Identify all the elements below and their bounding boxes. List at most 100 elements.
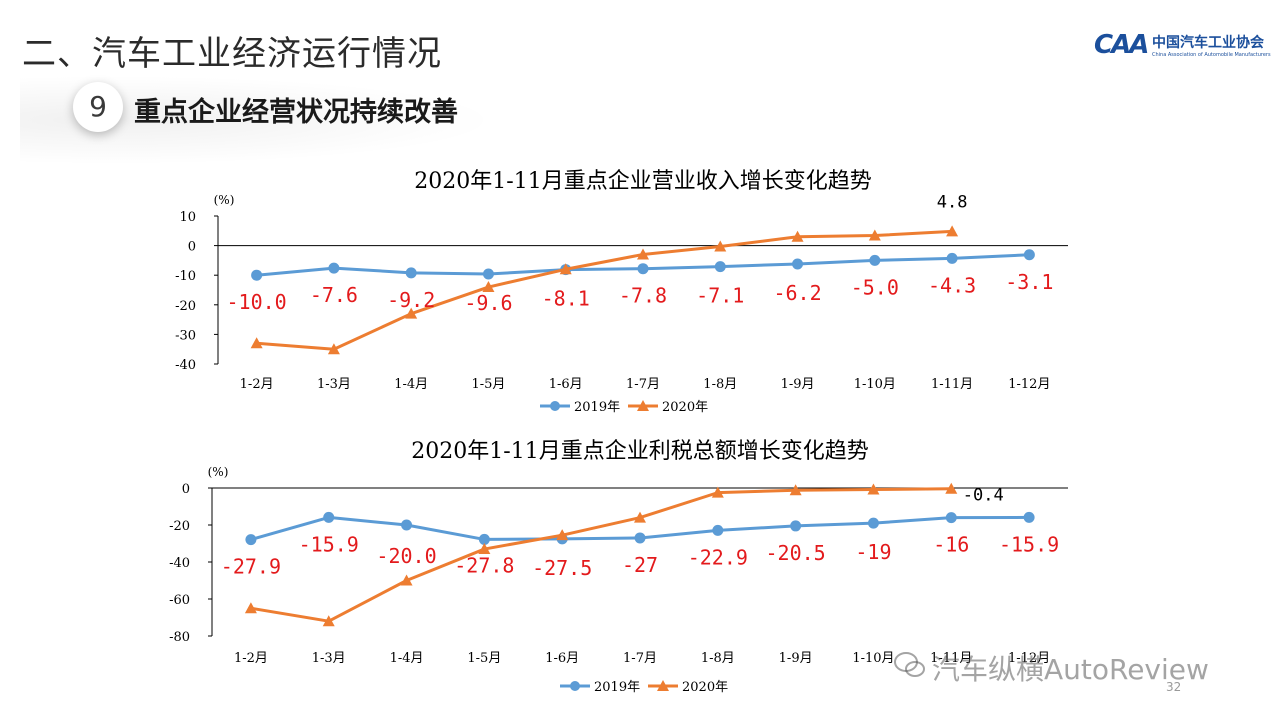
x-tick-label: 1-4月 [390, 651, 424, 666]
data-label-2019: -19 [855, 540, 891, 564]
y-tick-label: -30 [175, 328, 196, 343]
data-label-2019: -20.5 [766, 541, 826, 565]
x-tick-label: 1-8月 [701, 651, 735, 666]
data-point-2019 [1023, 249, 1035, 261]
data-label-2019: -15.9 [999, 532, 1059, 556]
data-label-2019: -20.0 [376, 544, 436, 568]
x-tick-label: 1-3月 [312, 651, 346, 666]
data-label-2019: -27.9 [221, 555, 281, 579]
x-tick-label: 1-12月 [1008, 377, 1050, 392]
data-label-2020: -0.4 [963, 486, 1004, 506]
data-point-2019 [401, 519, 413, 531]
y-tick-label: -40 [175, 358, 196, 373]
data-point-2019 [323, 511, 335, 523]
y-tick-label: -20 [169, 519, 190, 534]
data-point-2019 [637, 263, 649, 275]
wechat-icon [894, 652, 925, 677]
logo-english-name: China Association of Automobile Manufact… [1152, 52, 1271, 58]
x-tick-label: 1-2月 [240, 377, 274, 392]
data-point-2020 [789, 484, 802, 496]
data-point-2019 [634, 532, 646, 544]
data-label-2019: -4.3 [928, 273, 976, 297]
x-tick-label: 1-6月 [545, 651, 579, 666]
legend-label-2020: 2020年 [682, 680, 728, 695]
data-point-2020 [634, 511, 646, 523]
logo-mark: CAA [1094, 30, 1149, 60]
data-point-2019 [478, 533, 490, 545]
data-point-2019 [946, 252, 958, 264]
y-axis-label: (%) [214, 193, 235, 207]
watermark-text: 汽车纵横AutoReview [932, 653, 1209, 686]
legend-label-2019: 2019年 [594, 680, 640, 695]
data-point-2020 [250, 337, 263, 349]
y-tick-label: 10 [179, 210, 196, 225]
legend-label-2019: 2019年 [574, 400, 620, 415]
data-point-2020 [556, 529, 569, 541]
x-tick-label: 1-10月 [852, 651, 894, 666]
data-point-2020 [868, 229, 881, 241]
data-label-2019: -3.1 [1005, 270, 1053, 294]
data-label-2019: -27.5 [532, 556, 592, 580]
legend-marker-2020 [637, 400, 649, 411]
x-tick-label: 1-10月 [854, 377, 896, 392]
section-title: 二、汽车工业经济运行情况 [22, 34, 442, 74]
x-tick-label: 1-2月 [234, 651, 268, 666]
legend-marker-2020 [657, 680, 669, 691]
x-tick-label: 1-8月 [703, 377, 737, 392]
data-point-2019 [1023, 511, 1035, 523]
data-label-2019: -7.8 [619, 284, 667, 308]
y-tick-label: -40 [169, 556, 190, 571]
x-tick-label: 1-7月 [623, 651, 657, 666]
data-point-2019 [405, 267, 417, 279]
data-point-2019 [482, 268, 494, 280]
x-tick-label: 1-9月 [781, 377, 815, 392]
data-point-2020 [867, 483, 880, 495]
data-point-2019 [245, 534, 257, 546]
data-label-2020: 4.8 [937, 192, 968, 212]
data-point-2020 [637, 248, 649, 260]
data-label-2019: -8.1 [542, 287, 590, 311]
data-point-2019 [714, 261, 726, 273]
x-tick-label: 1-7月 [626, 377, 660, 392]
data-label-2019: -15.9 [299, 532, 359, 556]
item-number-badge: 9 [73, 82, 123, 132]
data-label-2019: -9.2 [387, 288, 435, 312]
y-tick-label: -60 [169, 593, 190, 608]
data-point-2020 [946, 225, 959, 237]
y-tick-label: -20 [175, 299, 196, 314]
data-point-2020 [322, 615, 335, 627]
x-tick-label: 1-6月 [549, 377, 583, 392]
chart-title: 2020年1-11月重点企业利税总额增长变化趋势 [411, 439, 868, 464]
data-point-2019 [251, 269, 263, 281]
data-label-2019: -6.2 [773, 281, 821, 305]
data-point-2020 [559, 263, 572, 275]
data-label-2019: -7.6 [310, 283, 358, 307]
x-tick-label: 1-9月 [779, 651, 813, 666]
x-tick-label: 1-12月 [1008, 651, 1050, 666]
data-label-2019: -27 [622, 553, 658, 577]
data-point-2020 [405, 307, 418, 319]
x-tick-label: 1-5月 [471, 377, 505, 392]
y-tick-label: -10 [175, 269, 196, 284]
data-point-2020 [244, 602, 257, 614]
data-point-2020 [482, 281, 495, 293]
data-point-2020 [400, 574, 413, 586]
data-point-2019 [790, 520, 802, 532]
x-tick-label: 1-3月 [317, 377, 351, 392]
data-point-2019 [945, 512, 957, 524]
data-point-2020 [327, 343, 340, 355]
data-label-2019: -16 [933, 533, 969, 557]
legend-marker-2019 [550, 401, 560, 411]
logo-chinese-name: 中国汽车工业协会 [1152, 35, 1264, 51]
data-point-2019 [792, 258, 804, 270]
data-point-2020 [945, 482, 958, 494]
data-point-2019 [867, 517, 879, 529]
x-tick-label: 1-11月 [931, 377, 973, 392]
data-label-2019: -10.0 [227, 290, 287, 314]
y-tick-label: 0 [188, 240, 196, 255]
series-line-2020 [250, 487, 952, 623]
data-point-2019 [712, 524, 724, 536]
data-point-2019 [328, 262, 340, 274]
y-tick-label: 0 [182, 482, 190, 497]
page-number: 32 [1166, 680, 1182, 694]
